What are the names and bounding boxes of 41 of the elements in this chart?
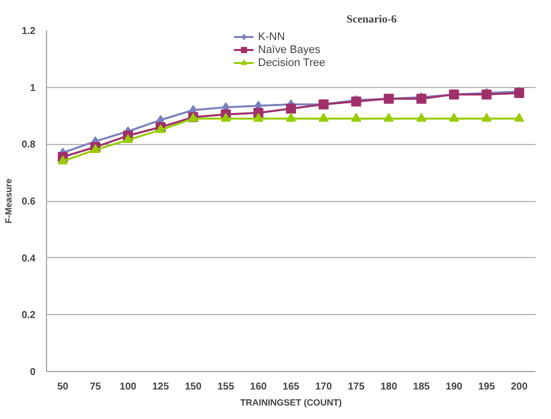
y-tick-label: 0.8 (22, 140, 36, 151)
point (449, 112, 459, 122)
x-tick-label: 50 (57, 382, 69, 392)
x-tick-label: 165 (282, 382, 300, 392)
point (384, 112, 394, 122)
point (351, 112, 362, 122)
x-tick-label: 185 (413, 382, 430, 392)
y-tick-label: 0 (30, 367, 36, 378)
point (253, 112, 264, 122)
point (482, 112, 492, 122)
x-tick-label: 100 (120, 382, 137, 392)
x-tick-label: 160 (250, 382, 268, 392)
legend-label: Naïve Bayes (258, 43, 322, 56)
point (286, 112, 296, 122)
x-tick-label: 180 (380, 382, 398, 392)
point (123, 134, 133, 143)
y-axis-title: F-Measure (4, 178, 14, 224)
x-tick-label: 125 (152, 382, 170, 392)
y-tick-label: 1 (30, 82, 36, 94)
x-tick-label: 75 (90, 382, 102, 392)
x-tick-label: 150 (184, 382, 202, 392)
x-axis-title: TRAININGSET (COUNT) (240, 398, 342, 408)
y-tick-label: 0.4 (22, 253, 36, 264)
point (58, 156, 68, 164)
point (318, 112, 329, 122)
point (286, 104, 296, 114)
legend-label: K-NN (258, 30, 286, 43)
x-tick-label: 175 (348, 382, 365, 392)
y-tick-label: 1.2 (22, 26, 36, 37)
y-tick-label: 0.2 (22, 310, 36, 322)
legend-label: Decision Tree (258, 56, 326, 69)
point (416, 112, 426, 122)
x-tick-label: 190 (446, 382, 463, 392)
point (514, 112, 524, 122)
x-tick-label: 155 (217, 382, 235, 392)
x-tick-label: 195 (478, 382, 496, 392)
x-tick-label: 200 (510, 382, 528, 392)
y-tick-label: 0.6 (22, 196, 36, 208)
chart-title: Scenario-6 (346, 14, 398, 26)
point (220, 112, 231, 122)
x-tick-label: 170 (315, 382, 332, 392)
